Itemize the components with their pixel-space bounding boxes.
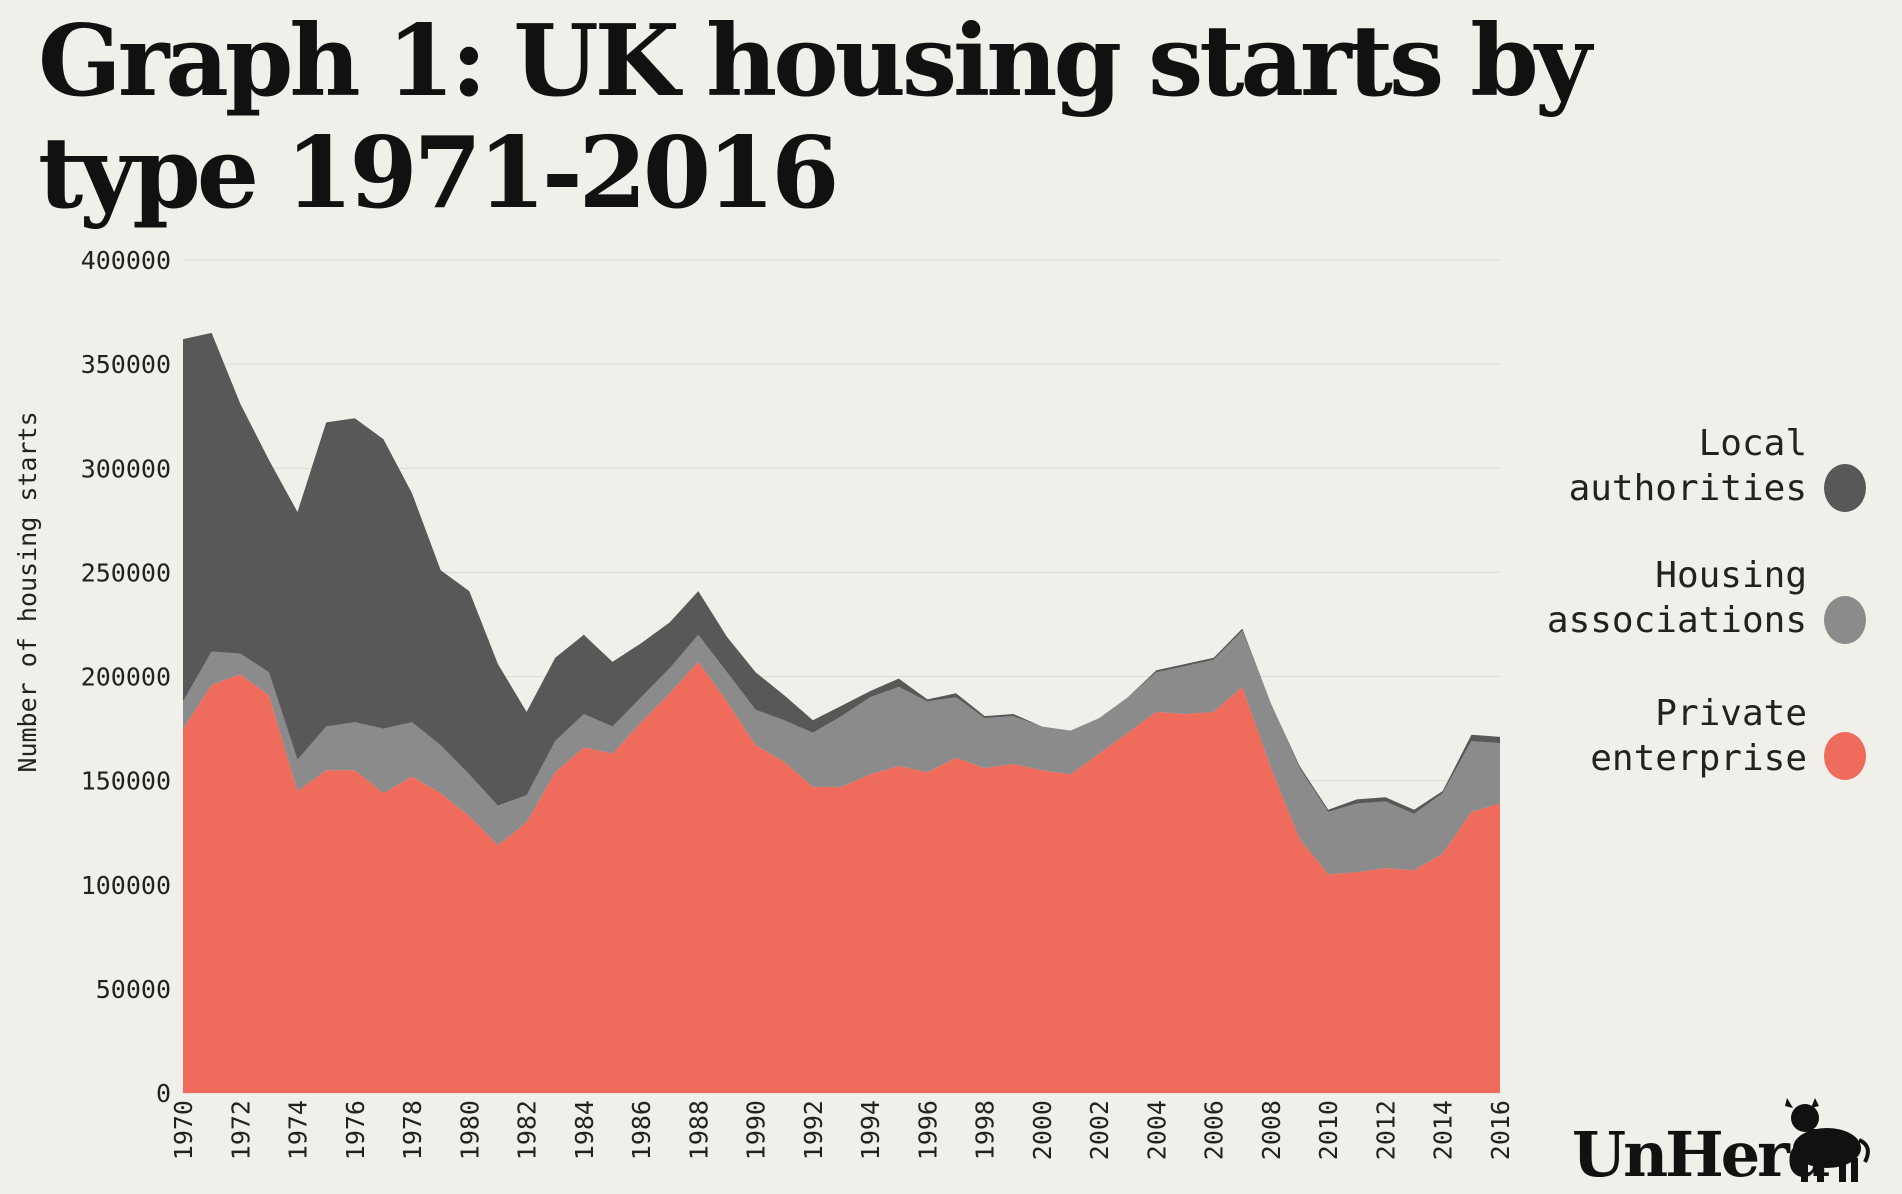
x-tick-label: 1984 <box>570 1100 599 1160</box>
y-tick-label: 100000 <box>81 871 171 900</box>
area-housing-associations <box>183 630 1500 875</box>
x-axis-ticks: 1970 1972 1974 1976 1978 1980 1982 1984 1986 1988… <box>169 1100 1515 1160</box>
x-tick-label: 2016 <box>1486 1100 1515 1160</box>
legend-swatch <box>1824 732 1866 780</box>
legend-label: Local <box>1699 423 1807 464</box>
x-tick-label: 2006 <box>1200 1100 1229 1160</box>
y-tick-label: 200000 <box>81 663 171 692</box>
x-tick-label: 1980 <box>455 1100 484 1160</box>
x-tick-label: 1976 <box>341 1100 370 1160</box>
x-tick-label: 2004 <box>1142 1100 1171 1160</box>
y-tick-label: 250000 <box>81 558 171 587</box>
x-tick-label: 1990 <box>742 1100 771 1160</box>
x-tick-label: 1994 <box>856 1100 885 1160</box>
legend-label: authorities <box>1569 468 1807 509</box>
x-tick-label: 2010 <box>1314 1100 1343 1160</box>
x-tick-label: 1982 <box>513 1100 542 1160</box>
y-tick-label: 50000 <box>96 975 171 1004</box>
x-tick-label: 1998 <box>971 1100 1000 1160</box>
x-tick-label: 2008 <box>1257 1100 1286 1160</box>
x-tick-label: 1988 <box>684 1100 713 1160</box>
bull-logo-icon <box>1785 1098 1870 1182</box>
area-local-authorities <box>183 332 1500 814</box>
x-tick-label: 2014 <box>1429 1100 1458 1160</box>
chart-title: Graph 1: UK housing starts by type 1971-… <box>38 4 1592 231</box>
x-tick-label: 1992 <box>799 1100 828 1160</box>
legend-label: associations <box>1547 600 1807 641</box>
x-tick-label: 2002 <box>1085 1100 1114 1160</box>
y-tick-label: 0 <box>156 1079 171 1108</box>
x-tick-label: 2000 <box>1028 1100 1057 1160</box>
y-tick-label: 400000 <box>81 246 171 275</box>
legend-label: Housing <box>1655 555 1807 596</box>
unherd-logo: UnHerd <box>1572 1118 1830 1191</box>
legend-swatch <box>1824 464 1866 512</box>
x-tick-label: 2012 <box>1371 1100 1400 1160</box>
y-tick-label: 350000 <box>81 350 171 379</box>
stacked-areas <box>183 332 1500 1093</box>
y-tick-label: 300000 <box>81 454 171 483</box>
legend-swatch <box>1824 596 1866 644</box>
y-axis-ticks: 0 50000 100000 150000 200000 250000 300000 3500… <box>81 246 171 1108</box>
legend-label: enterprise <box>1590 738 1807 779</box>
x-tick-label: 1972 <box>226 1100 255 1160</box>
x-tick-label: 1974 <box>284 1100 313 1160</box>
x-tick-label: 1970 <box>169 1100 198 1160</box>
x-tick-label: 1978 <box>398 1100 427 1160</box>
x-tick-label: 1996 <box>913 1100 942 1160</box>
x-tick-label: 1986 <box>627 1100 656 1160</box>
y-tick-label: 150000 <box>81 767 171 796</box>
legend-label: Private <box>1655 693 1807 734</box>
area-private-enterprise <box>183 661 1500 1093</box>
y-axis-label: Number of housing starts <box>13 411 42 772</box>
